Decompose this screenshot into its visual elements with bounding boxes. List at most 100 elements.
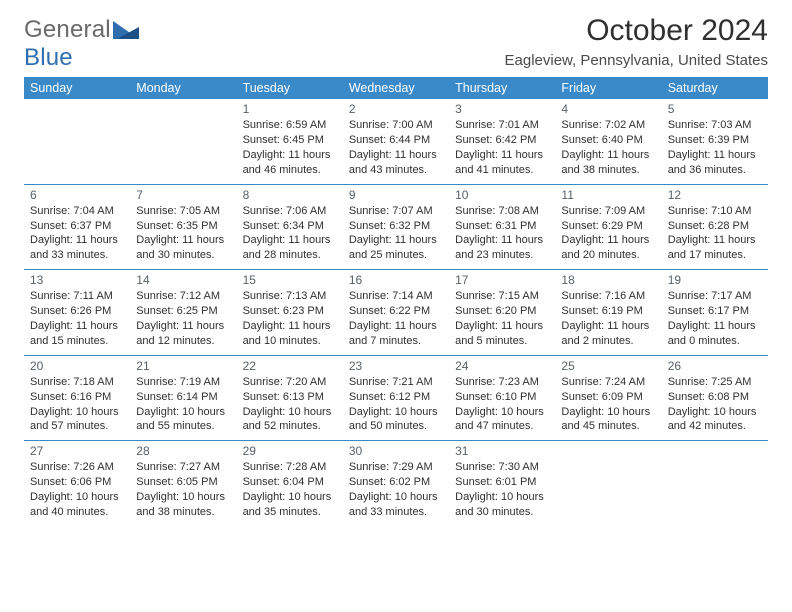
daylight-line-2: and 46 minutes.: [243, 163, 337, 178]
day-cell: 22Sunrise: 7:20 AMSunset: 6:13 PMDayligh…: [237, 356, 343, 441]
daylight-line-2: and 23 minutes.: [455, 248, 549, 263]
day-cell: 12Sunrise: 7:10 AMSunset: 6:28 PMDayligh…: [662, 185, 768, 270]
daylight-line-1: Daylight: 11 hours: [561, 233, 655, 248]
sunset-text: Sunset: 6:29 PM: [561, 219, 655, 234]
day-cell: 9Sunrise: 7:07 AMSunset: 6:32 PMDaylight…: [343, 185, 449, 270]
daylight-line-1: Daylight: 11 hours: [668, 148, 762, 163]
day-number: 9: [349, 187, 443, 203]
day-cell: 10Sunrise: 7:08 AMSunset: 6:31 PMDayligh…: [449, 185, 555, 270]
day-cell: 7Sunrise: 7:05 AMSunset: 6:35 PMDaylight…: [130, 185, 236, 270]
daylight-line-1: Daylight: 11 hours: [668, 319, 762, 334]
sunset-text: Sunset: 6:17 PM: [668, 304, 762, 319]
daylight-line-2: and 55 minutes.: [136, 419, 230, 434]
daylight-line-2: and 45 minutes.: [561, 419, 655, 434]
daylight-line-2: and 0 minutes.: [668, 334, 762, 349]
sunset-text: Sunset: 6:13 PM: [243, 390, 337, 405]
day-number: 10: [455, 187, 549, 203]
daylight-line-2: and 43 minutes.: [349, 163, 443, 178]
daylight-line-2: and 17 minutes.: [668, 248, 762, 263]
daylight-line-2: and 52 minutes.: [243, 419, 337, 434]
daylight-line-2: and 50 minutes.: [349, 419, 443, 434]
sunset-text: Sunset: 6:14 PM: [136, 390, 230, 405]
sunset-text: Sunset: 6:25 PM: [136, 304, 230, 319]
sunset-text: Sunset: 6:10 PM: [455, 390, 549, 405]
sunset-text: Sunset: 6:44 PM: [349, 133, 443, 148]
sunset-text: Sunset: 6:06 PM: [30, 475, 124, 490]
sunrise-text: Sunrise: 7:19 AM: [136, 375, 230, 390]
daylight-line-1: Daylight: 11 hours: [455, 233, 549, 248]
daylight-line-1: Daylight: 10 hours: [136, 490, 230, 505]
day-cell: 1Sunrise: 6:59 AMSunset: 6:45 PMDaylight…: [237, 99, 343, 184]
daylight-line-1: Daylight: 11 hours: [243, 148, 337, 163]
sunset-text: Sunset: 6:12 PM: [349, 390, 443, 405]
logo-general: General: [24, 16, 111, 43]
day-number: 15: [243, 272, 337, 288]
calendar-head: SundayMondayTuesdayWednesdayThursdayFrid…: [24, 77, 768, 99]
day-number: 19: [668, 272, 762, 288]
daylight-line-1: Daylight: 11 hours: [561, 319, 655, 334]
weekday-friday: Friday: [555, 77, 661, 99]
daylight-line-2: and 2 minutes.: [561, 334, 655, 349]
sunrise-text: Sunrise: 7:29 AM: [349, 460, 443, 475]
logo-blue: Blue: [24, 44, 73, 71]
location-subtitle: Eagleview, Pennsylvania, United States: [505, 52, 769, 69]
day-cell: 11Sunrise: 7:09 AMSunset: 6:29 PMDayligh…: [555, 185, 661, 270]
empty-cell: [662, 441, 768, 526]
daylight-line-1: Daylight: 10 hours: [349, 405, 443, 420]
daylight-line-1: Daylight: 11 hours: [243, 319, 337, 334]
weekday-monday: Monday: [130, 77, 236, 99]
sunset-text: Sunset: 6:28 PM: [668, 219, 762, 234]
sunset-text: Sunset: 6:16 PM: [30, 390, 124, 405]
empty-cell: [130, 99, 236, 184]
daylight-line-1: Daylight: 11 hours: [561, 148, 655, 163]
daylight-line-1: Daylight: 10 hours: [243, 490, 337, 505]
sunset-text: Sunset: 6:42 PM: [455, 133, 549, 148]
day-cell: 27Sunrise: 7:26 AMSunset: 6:06 PMDayligh…: [24, 441, 130, 526]
sunset-text: Sunset: 6:04 PM: [243, 475, 337, 490]
page-title: October 2024: [505, 14, 769, 48]
sunrise-text: Sunrise: 7:06 AM: [243, 204, 337, 219]
day-number: 11: [561, 187, 655, 203]
sunrise-text: Sunrise: 7:11 AM: [30, 289, 124, 304]
sunset-text: Sunset: 6:26 PM: [30, 304, 124, 319]
sunset-text: Sunset: 6:23 PM: [243, 304, 337, 319]
sunrise-text: Sunrise: 7:23 AM: [455, 375, 549, 390]
daylight-line-2: and 33 minutes.: [30, 248, 124, 263]
day-cell: 4Sunrise: 7:02 AMSunset: 6:40 PMDaylight…: [555, 99, 661, 184]
sunrise-text: Sunrise: 7:28 AM: [243, 460, 337, 475]
day-cell: 28Sunrise: 7:27 AMSunset: 6:05 PMDayligh…: [130, 441, 236, 526]
daylight-line-2: and 28 minutes.: [243, 248, 337, 263]
sunset-text: Sunset: 6:20 PM: [455, 304, 549, 319]
sunrise-text: Sunrise: 7:24 AM: [561, 375, 655, 390]
daylight-line-2: and 33 minutes.: [349, 505, 443, 520]
day-number: 30: [349, 443, 443, 459]
calendar-body: 1Sunrise: 6:59 AMSunset: 6:45 PMDaylight…: [24, 99, 768, 526]
day-number: 6: [30, 187, 124, 203]
daylight-line-2: and 40 minutes.: [30, 505, 124, 520]
sunrise-text: Sunrise: 7:07 AM: [349, 204, 443, 219]
sunset-text: Sunset: 6:34 PM: [243, 219, 337, 234]
sunrise-text: Sunrise: 7:03 AM: [668, 118, 762, 133]
sunrise-text: Sunrise: 7:16 AM: [561, 289, 655, 304]
sunrise-text: Sunrise: 7:12 AM: [136, 289, 230, 304]
day-cell: 18Sunrise: 7:16 AMSunset: 6:19 PMDayligh…: [555, 270, 661, 355]
sunset-text: Sunset: 6:40 PM: [561, 133, 655, 148]
sunrise-text: Sunrise: 7:30 AM: [455, 460, 549, 475]
daylight-line-1: Daylight: 11 hours: [455, 319, 549, 334]
daylight-line-1: Daylight: 11 hours: [243, 233, 337, 248]
sunset-text: Sunset: 6:08 PM: [668, 390, 762, 405]
title-block: October 2024 Eagleview, Pennsylvania, Un…: [505, 14, 769, 77]
day-number: 25: [561, 358, 655, 374]
daylight-line-2: and 38 minutes.: [136, 505, 230, 520]
daylight-line-2: and 41 minutes.: [455, 163, 549, 178]
day-number: 29: [243, 443, 337, 459]
daylight-line-2: and 7 minutes.: [349, 334, 443, 349]
day-cell: 6Sunrise: 7:04 AMSunset: 6:37 PMDaylight…: [24, 185, 130, 270]
weekday-thursday: Thursday: [449, 77, 555, 99]
weekday-row: SundayMondayTuesdayWednesdayThursdayFrid…: [24, 77, 768, 99]
day-number: 13: [30, 272, 124, 288]
daylight-line-1: Daylight: 11 hours: [349, 148, 443, 163]
day-number: 4: [561, 101, 655, 117]
sunset-text: Sunset: 6:22 PM: [349, 304, 443, 319]
day-number: 14: [136, 272, 230, 288]
